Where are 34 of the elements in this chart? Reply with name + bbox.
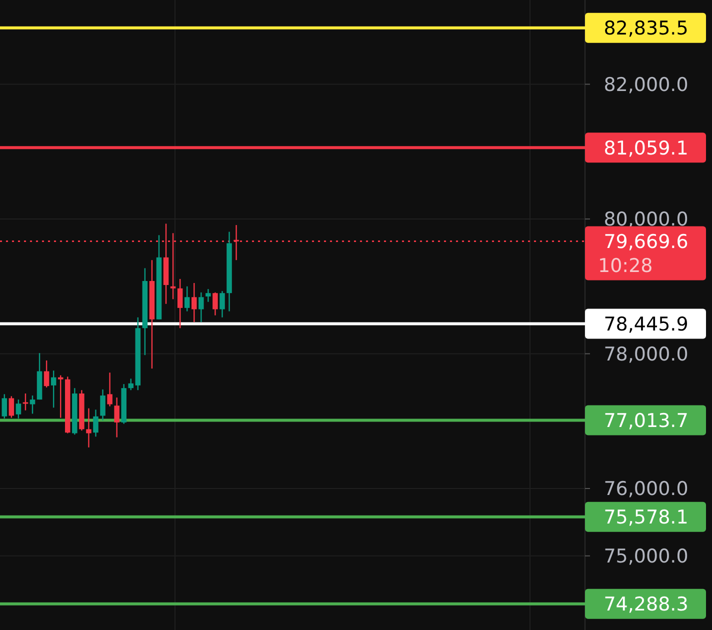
y-tick-label: 76,000.0 — [604, 478, 688, 500]
candlestick — [100, 388, 106, 422]
candlestick — [177, 278, 183, 329]
y-tick-label: 82,000.0 — [604, 74, 688, 96]
candlestick — [30, 394, 36, 414]
candlestick — [93, 409, 98, 438]
ref-line-label: 81,059.1 — [604, 137, 688, 160]
candlestick — [128, 378, 134, 391]
candlestick — [107, 372, 112, 407]
candlestick — [58, 374, 64, 418]
candlestick — [86, 408, 92, 448]
candlestick — [50, 370, 56, 408]
ref-line-label: 74,288.3 — [604, 593, 688, 616]
candlestick — [198, 292, 204, 323]
candlestick — [44, 360, 50, 388]
ref-line-label: 77,013.7 — [604, 410, 688, 432]
text: 10:28 — [598, 254, 653, 277]
candlestick — [220, 290, 225, 318]
ref-line-label: 82,835.5 — [604, 18, 688, 40]
candlestick — [212, 292, 218, 316]
ref-line-label: 75,578.1 — [604, 506, 688, 529]
y-tick-label: 75,000.0 — [604, 546, 688, 568]
ref-line-label: 79,669.6 — [604, 230, 688, 253]
candlestick — [206, 288, 211, 302]
candlestick — [16, 398, 22, 420]
candlestick — [191, 282, 197, 323]
candlestick — [2, 394, 8, 420]
ref-line-label: 78,445.9 — [604, 313, 688, 336]
candlestick — [22, 392, 28, 411]
y-tick-label: 78,000.0 — [604, 343, 688, 366]
candlestick — [114, 396, 120, 438]
candlestick — [8, 396, 14, 418]
y-tick-label: 80,000.0 — [604, 208, 688, 231]
candlestick — [184, 286, 190, 312]
